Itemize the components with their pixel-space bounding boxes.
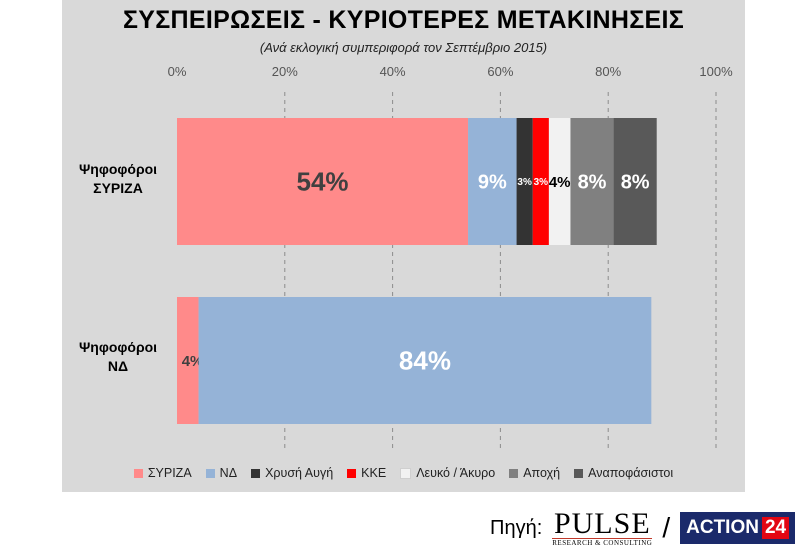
bar-segment: [198, 297, 652, 424]
x-tick-label: 100%: [699, 64, 733, 79]
legend-label: Αποχή: [523, 466, 561, 480]
source-label: Πηγή:: [490, 516, 543, 539]
category-label: Ψηφοφόροι: [79, 161, 157, 177]
legend-item: ΝΔ: [205, 466, 238, 480]
legend-label: ΝΔ: [219, 466, 238, 480]
legend-swatch: [347, 468, 357, 478]
data-label: 8%: [621, 172, 650, 194]
data-label: 4%: [182, 353, 204, 370]
source-separator: /: [662, 512, 671, 543]
legend-swatch: [574, 468, 584, 478]
category-label: ΝΔ: [108, 358, 128, 374]
data-label: 54%: [297, 167, 349, 197]
legend-item: Αποχή: [509, 466, 560, 480]
bar-segment: [548, 118, 571, 245]
action24-logo-number: 24: [761, 517, 790, 539]
legend-item: Χρυσή Αυγή: [251, 466, 333, 480]
legend-swatch: [205, 468, 215, 478]
category-label: ΣΥΡΙΖΑ: [93, 180, 143, 196]
pulse-logo-subtitle: RESEARCH & CONSULTING: [552, 537, 653, 547]
x-tick-label: 0%: [168, 64, 187, 79]
legend-label: Χρυσή Αυγή: [265, 466, 334, 480]
bar-segment: [177, 297, 199, 424]
chart-legend: ΣΥΡΙΖΑ ΝΔ Χρυσή Αυγή ΚΚΕ Λευκό / Άκυρο Αποχή Α…: [62, 466, 745, 480]
bar-segment: [468, 118, 517, 245]
legend-swatch: [509, 468, 519, 478]
category-label: Ψηφοφόροι: [79, 339, 157, 355]
bar-segment: [532, 118, 549, 245]
stacked-bar-chart: 0% 20% 40% 60% 80% 100% Ψηφοφόροι ΣΥΡΙΖΑ Ψηφοφόρ…: [79, 64, 733, 452]
legend-swatch: [251, 468, 261, 478]
bar-segment: [177, 118, 469, 245]
bar-segment: [570, 118, 614, 245]
data-label: 8%: [578, 172, 607, 194]
pulse-logo-word: PULSE: [553, 506, 651, 540]
x-tick-label: 60%: [487, 64, 513, 79]
data-label: 9%: [478, 172, 507, 194]
pulse-logo: PULSE RESEARCH & CONSULTING: [552, 506, 653, 547]
legend-label: Λευκό / Άκυρο: [416, 466, 496, 480]
source-credit: Πηγή: PULSE RESEARCH & CONSULTING / ACTI…: [490, 506, 796, 548]
legend-swatch: [400, 467, 412, 479]
data-label: 4%: [549, 174, 571, 191]
data-label: 3%: [517, 177, 532, 188]
legend-item: ΣΥΡΙΖΑ: [133, 466, 192, 480]
x-tick-label: 20%: [272, 64, 298, 79]
data-label: 84%: [399, 346, 451, 376]
legend-label: ΚΚΕ: [361, 466, 387, 480]
action24-logo: ACTION 24: [680, 512, 796, 544]
legend-item: ΚΚΕ: [347, 466, 386, 480]
action24-logo-text: ACTION: [686, 517, 759, 538]
bar-segment: [516, 118, 533, 245]
legend-label: Αναποφάσιστοι: [588, 466, 674, 480]
legend-label: ΣΥΡΙΖΑ: [147, 466, 192, 480]
legend-item: Αναποφάσιστοι: [574, 466, 673, 480]
bar-segment: [613, 118, 657, 245]
data-label: 3%: [534, 177, 549, 188]
x-tick-label: 80%: [595, 64, 621, 79]
legend-item: Λευκό / Άκυρο: [400, 466, 495, 480]
x-tick-label: 40%: [380, 64, 406, 79]
legend-swatch: [133, 468, 143, 478]
chart-title: ΣΥΣΠΕΙΡΩΣΕΙΣ - ΚΥΡΙΟΤΕΡΕΣ ΜΕΤΑΚΙΝΗΣΕΙΣ: [122, 6, 685, 34]
chart-subtitle: (Ανά εκλογική συμπεριφορά τον Σεπτέμβριο…: [259, 40, 548, 55]
